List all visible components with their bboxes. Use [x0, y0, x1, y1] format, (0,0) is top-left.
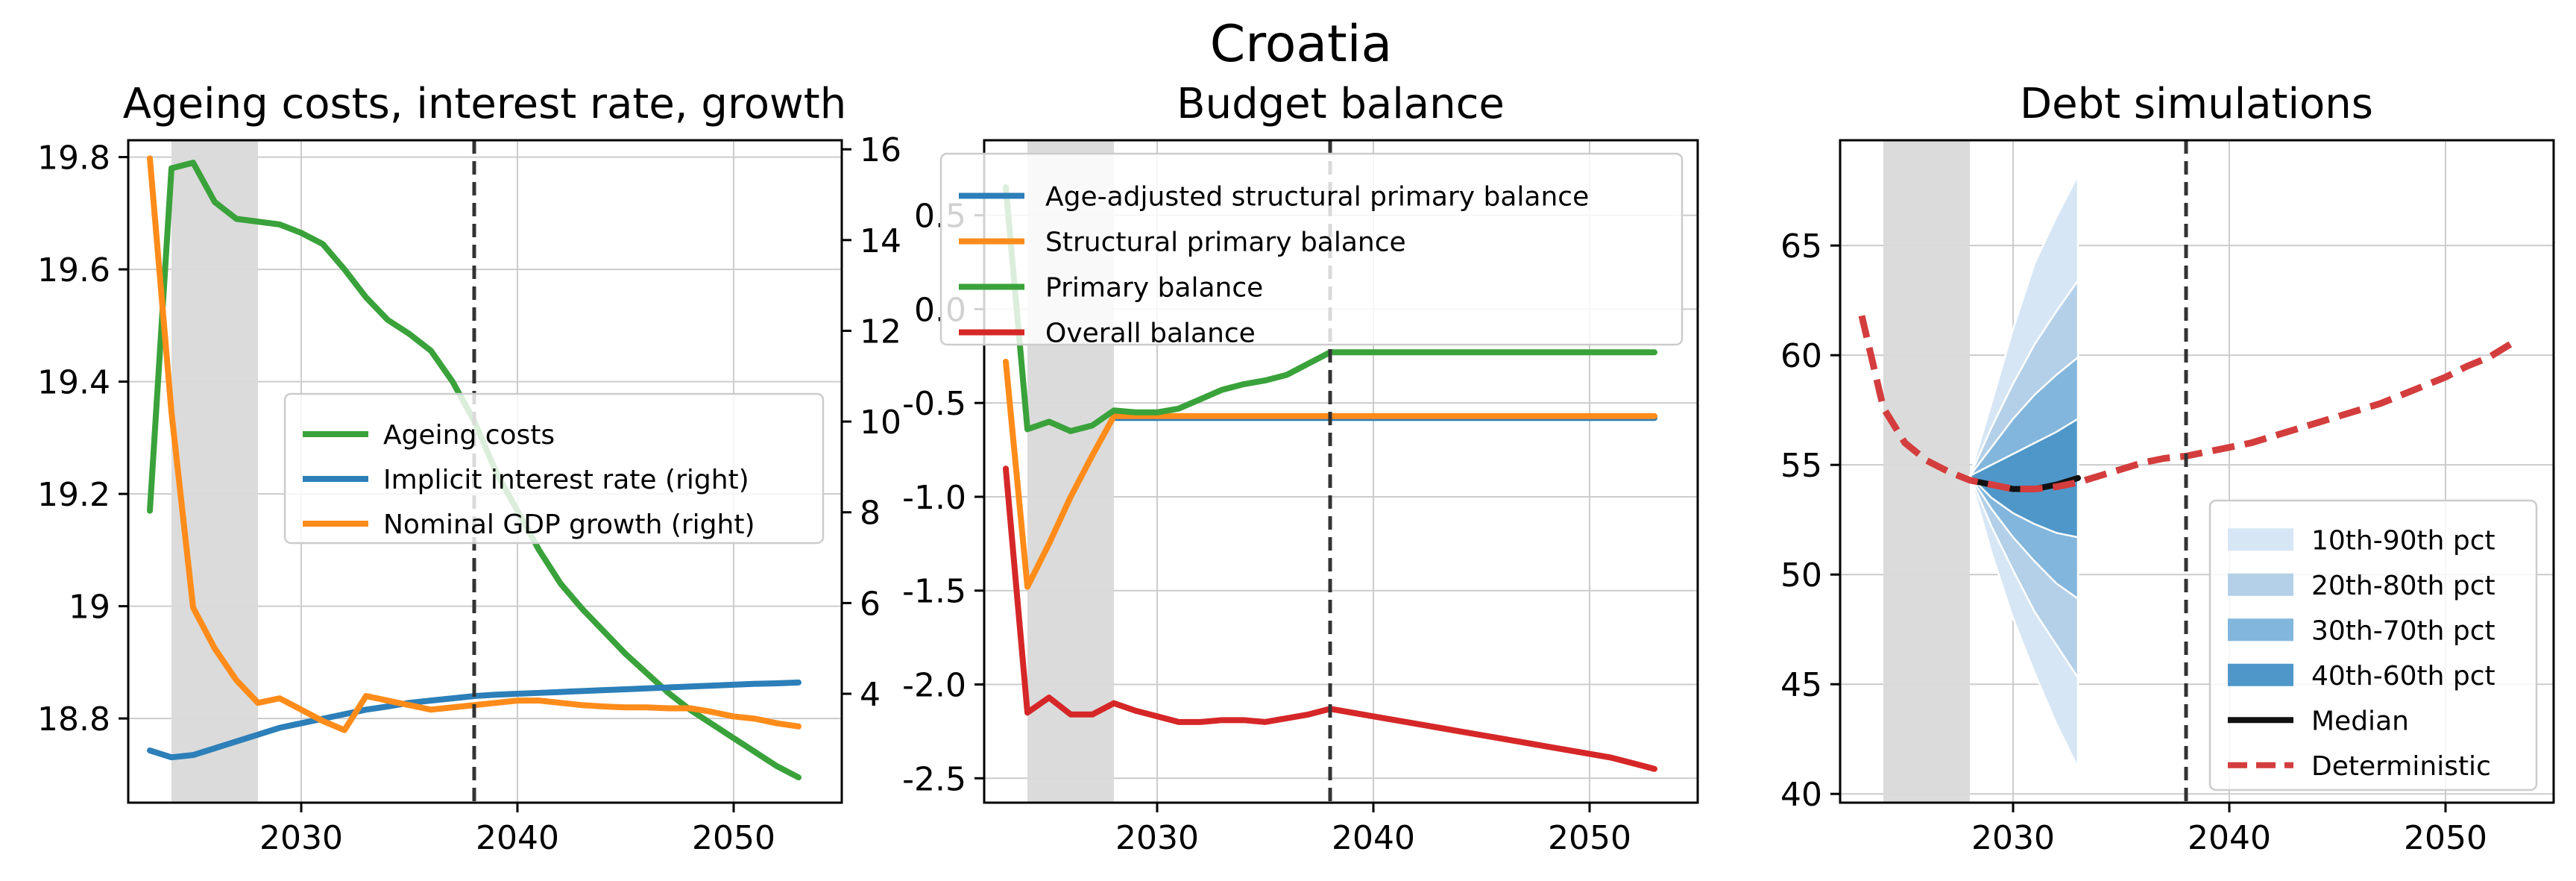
legend-label: Nominal GDP growth (right)	[383, 510, 755, 540]
shaded-period	[171, 140, 258, 803]
y2-tick-label: 12	[860, 313, 901, 351]
panel-debt-shade	[1883, 140, 1970, 803]
legend-label: 20th-80th pct	[2311, 571, 2495, 601]
y-tick-label: 18.8	[37, 700, 110, 739]
y-tick-label: 55	[1780, 447, 1822, 485]
legend-label: Primary balance	[1045, 273, 1263, 304]
legend-swatch	[2228, 573, 2293, 596]
x-tick-label: 2050	[2404, 819, 2487, 857]
legend-label: Median	[2311, 706, 2409, 736]
panel-debt: 2030 2040 2050 40 45 50 55 60 65 Debt simulation…	[1780, 80, 2555, 857]
legend-box	[939, 152, 1684, 346]
panel-ageing-title: Ageing costs, interest rate, growth	[123, 80, 847, 128]
legend-label: Age-adjusted structural primary balance	[1045, 182, 1589, 213]
legend-label: Ageing costs	[383, 420, 555, 451]
panel-ageing-axes: 2030 2040 2050 18.8 19 19.2 19.4 19.6 19.8 4 6 8 10 1…	[37, 131, 901, 857]
panel-debt-title: Debt simulations	[2020, 80, 2373, 128]
legend-label: 30th-70th pct	[2311, 615, 2495, 646]
y2-tick-label: 8	[860, 495, 881, 533]
y2-tick-label: 4	[860, 676, 881, 714]
panel-ageing: 2030 2040 2050 18.8 19 19.2 19.4 19.6 19.8 4 6 8 10 1…	[37, 80, 901, 857]
y2-tick-label: 16	[860, 131, 901, 169]
legend-swatch	[2228, 528, 2293, 551]
y-tick-label: -1.0	[902, 479, 966, 517]
panel-ageing-legend: Ageing costs Implicit interest rate (righ…	[283, 392, 825, 545]
shaded-period	[1883, 140, 1970, 803]
x-tick-label: 2040	[476, 819, 559, 857]
panel-budget-legend: Age-adjusted structural primary balance S…	[939, 152, 1684, 349]
legend-label: Structural primary balance	[1045, 228, 1406, 258]
panel-budget-title: Budget balance	[1177, 80, 1505, 128]
legend-label: Overall balance	[1045, 319, 1256, 349]
x-tick-label: 2040	[2188, 819, 2271, 857]
panel-debt-legend: 10th-90th pct 20th-80th pct 30th-70th pct 4…	[2208, 499, 2538, 791]
legend-label: Deterministic	[2311, 751, 2491, 782]
y-tick-label: 40	[1780, 776, 1822, 814]
x-tick-label: 2030	[259, 819, 343, 857]
legend-label: 40th-60th pct	[2311, 661, 2495, 692]
y-tick-label: -0.5	[902, 385, 966, 423]
legend-swatch	[2228, 663, 2293, 686]
legend-label: 10th-90th pct	[2311, 525, 2495, 556]
legend-box	[283, 392, 825, 545]
y-tick-label: -1.5	[902, 573, 966, 611]
panel-debt-border	[1839, 139, 2555, 804]
y-tick-label: 45	[1780, 666, 1822, 704]
legend-label: Implicit interest rate (right)	[383, 465, 749, 495]
x-tick-label: 2040	[1332, 819, 1415, 857]
x-tick-label: 2030	[1115, 819, 1199, 857]
y-tick-label: -2.0	[902, 667, 966, 705]
y2-tick-label: 14	[860, 222, 901, 260]
x-tick-label: 2050	[692, 819, 775, 857]
y-tick-label: 19.4	[37, 364, 110, 402]
y-tick-label: 60	[1780, 337, 1822, 375]
y-tick-label: 65	[1780, 228, 1822, 266]
y-tick-label: 19	[69, 589, 110, 627]
y-tick-label: -2.5	[902, 760, 966, 798]
y-tick-label: 19.6	[37, 251, 110, 289]
y-tick-label: 50	[1780, 556, 1822, 595]
panel-ageing-shade	[171, 140, 258, 803]
panel-debt-axes: 2030 2040 2050 40 45 50 55 60 65	[1780, 228, 2487, 857]
panel-budget-border	[983, 139, 1699, 804]
y2-tick-label: 10	[860, 404, 901, 442]
y-tick-label: 19.8	[37, 139, 110, 178]
legend-swatch	[2228, 618, 2293, 642]
y2-tick-label: 6	[860, 585, 881, 623]
x-tick-label: 2050	[1548, 819, 1631, 857]
figure-title: Croatia	[1210, 15, 1392, 74]
panel-ageing-border	[127, 139, 843, 804]
y-tick-label: 19.2	[37, 476, 110, 514]
x-tick-label: 2030	[1971, 819, 2055, 857]
